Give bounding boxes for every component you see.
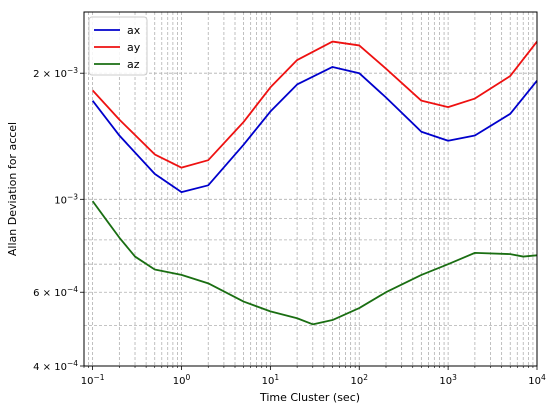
series-line-ax <box>91 66 538 194</box>
plot-frame <box>83 11 538 367</box>
x-tick-label: 101 <box>262 373 280 388</box>
legend-label-ax: ax <box>127 24 141 37</box>
x-axis-label: Time Cluster (sec) <box>259 391 360 404</box>
legend: ax ay az <box>88 16 148 76</box>
y-tick-label: 2 × 10−3 <box>33 66 78 81</box>
x-tick-label: 100 <box>173 373 191 388</box>
y-tick-label: 10−3 <box>54 192 78 207</box>
grid <box>83 12 538 367</box>
series-line-ay <box>91 40 538 169</box>
x-tick-label: 103 <box>439 373 457 388</box>
legend-label-az: az <box>127 58 140 71</box>
y-axis-label: Allan Deviation for accel <box>6 122 19 256</box>
legend-box <box>88 16 148 76</box>
legend-label-ay: ay <box>127 41 141 54</box>
x-tick-label: 10−1 <box>81 373 105 388</box>
y-tick-label: 6 × 10−4 <box>33 285 78 300</box>
series-lines <box>91 40 538 326</box>
y-tick-label: 4 × 10−4 <box>33 359 78 374</box>
x-tick-label: 104 <box>528 373 546 388</box>
series-line-az <box>91 200 538 326</box>
axis-ticks: 10−1 100 101 102 103 104 4 × 10−4 6 × 10−4 10−3 2… <box>33 66 546 387</box>
x-tick-label: 102 <box>350 373 368 388</box>
